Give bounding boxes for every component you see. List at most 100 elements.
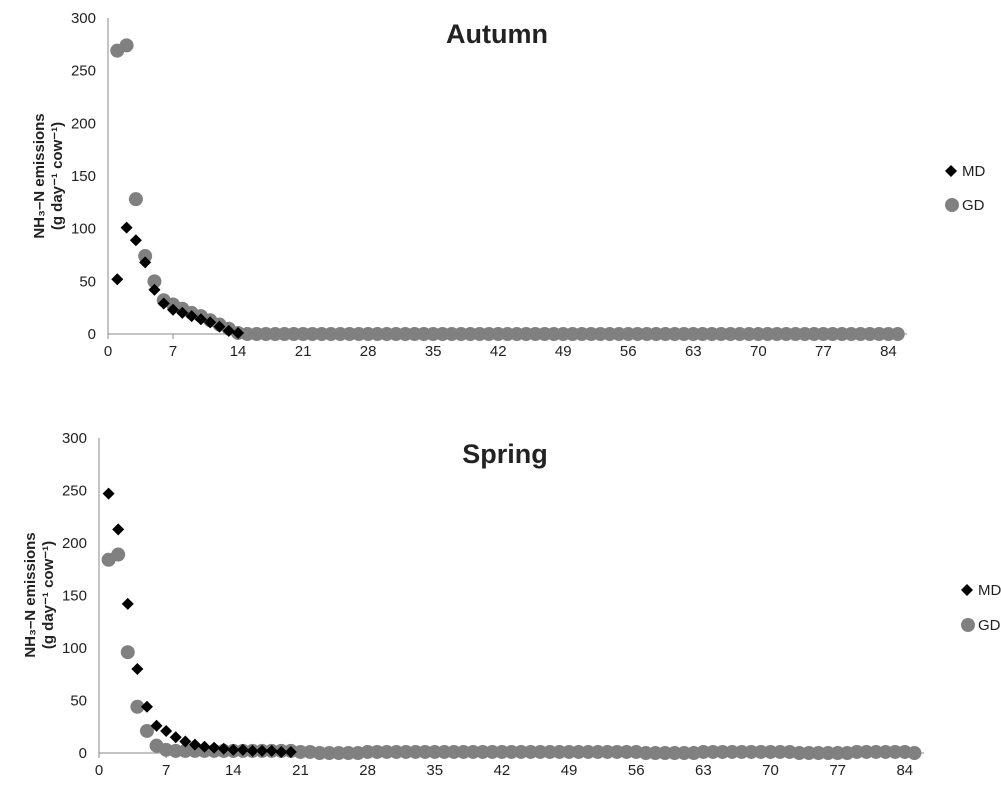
gd-data-point xyxy=(657,746,672,760)
gd-data-point xyxy=(514,744,529,759)
legend-label: GD xyxy=(978,617,1001,634)
gd-data-point xyxy=(859,744,874,759)
md-data-point xyxy=(194,313,207,326)
gd-data-point xyxy=(322,746,337,760)
x-tick-label: 28 xyxy=(360,343,377,360)
gd-data-point xyxy=(408,744,423,759)
gd-data-point xyxy=(830,746,845,760)
y-tick-label: 300 xyxy=(62,430,87,447)
y-axis-label-line1: NH₃–N emissions xyxy=(31,113,48,238)
md-data-point xyxy=(265,744,278,757)
gd-data-point xyxy=(821,746,836,760)
gd-data-point xyxy=(437,744,452,759)
x-tick-label: 28 xyxy=(359,762,376,779)
md-data-point xyxy=(112,523,125,536)
gd-data-point xyxy=(792,746,807,760)
x-tick-label: 14 xyxy=(225,762,242,779)
y-axis-label-line1: NH₃–N emissions xyxy=(22,532,39,657)
md-data-point xyxy=(204,316,217,329)
x-tick-label: 63 xyxy=(695,762,712,779)
series-gd-points xyxy=(110,38,905,341)
x-axis: 0 7 14 21 28 35 42 49 56 63 70 77 84 xyxy=(104,333,907,360)
gd-data-point xyxy=(590,744,605,759)
gd-data-point xyxy=(389,744,404,759)
gd-data-point xyxy=(763,744,778,759)
md-data-point xyxy=(120,221,133,234)
x-tick-label: 35 xyxy=(425,343,442,360)
x-tick-label: 21 xyxy=(295,343,312,360)
md-data-point xyxy=(160,724,173,737)
gd-data-point xyxy=(187,743,202,758)
chart-title: Spring xyxy=(462,439,548,469)
gd-data-point xyxy=(638,746,653,760)
circle-marker-icon xyxy=(961,618,975,632)
gd-data-point xyxy=(648,746,663,760)
x-tick-label: 84 xyxy=(896,762,913,779)
legend-label: MD xyxy=(978,582,1001,599)
gd-data-point xyxy=(552,744,567,759)
y-tick-label: 150 xyxy=(71,168,96,185)
legend: MD GD xyxy=(961,582,1001,634)
diamond-marker-icon xyxy=(961,584,973,596)
gd-data-point xyxy=(456,744,471,759)
gd-data-point xyxy=(600,744,615,759)
gd-data-point xyxy=(696,744,711,759)
gd-data-point xyxy=(571,744,586,759)
gd-data-point xyxy=(504,744,519,759)
md-data-point xyxy=(213,320,226,333)
gd-data-point xyxy=(111,547,126,562)
gd-data-point xyxy=(379,744,394,759)
md-data-point xyxy=(129,234,142,247)
gd-data-point xyxy=(581,744,596,759)
x-tick-label: 21 xyxy=(292,762,309,779)
gd-data-point xyxy=(494,744,509,759)
md-data-point xyxy=(232,326,245,339)
md-data-point xyxy=(150,719,163,732)
x-tick-label: 49 xyxy=(561,762,578,779)
gd-data-point xyxy=(293,744,308,759)
legend-label: MD xyxy=(962,163,985,180)
gd-data-point xyxy=(128,192,143,207)
md-data-point xyxy=(217,742,230,755)
gd-data-point xyxy=(130,699,145,714)
gd-data-point xyxy=(523,744,538,759)
gd-data-point xyxy=(331,746,346,760)
md-data-point xyxy=(185,310,198,323)
x-tick-labels: 0 7 14 21 28 35 42 49 56 63 70 77 84 xyxy=(104,334,897,360)
md-data-point xyxy=(188,738,201,751)
md-data-point xyxy=(176,306,189,319)
y-tick-labels: 0 50 100 150 200 250 300 xyxy=(62,430,87,762)
y-axis: 0 50 100 150 200 250 300 xyxy=(71,10,109,343)
y-tick-label: 100 xyxy=(71,221,96,238)
x-tick-label: 84 xyxy=(880,343,897,360)
y-tick-label: 50 xyxy=(70,693,87,710)
x-tick-label: 77 xyxy=(829,762,846,779)
gd-data-point xyxy=(466,744,481,759)
gd-data-point xyxy=(753,744,768,759)
x-tick-label: 42 xyxy=(494,762,511,779)
gd-data-point xyxy=(610,744,625,759)
md-data-point xyxy=(157,297,170,310)
series-gd-points xyxy=(101,547,922,760)
md-data-point xyxy=(179,735,192,748)
series-md-points xyxy=(111,221,245,339)
gd-data-point xyxy=(138,249,153,264)
x-tick-label: 0 xyxy=(104,343,112,360)
gd-data-point xyxy=(418,744,433,759)
gd-data-point xyxy=(119,38,134,53)
gd-data-point xyxy=(542,744,557,759)
gd-data-point xyxy=(734,744,749,759)
x-tick-label: 7 xyxy=(169,343,177,360)
md-data-point xyxy=(246,744,259,757)
gd-data-point xyxy=(370,744,385,759)
md-data-point xyxy=(227,743,240,756)
gd-data-point xyxy=(619,744,634,759)
legend-label: GD xyxy=(962,197,985,214)
gd-data-point xyxy=(869,744,884,759)
gd-data-point xyxy=(485,744,500,759)
y-tick-label: 200 xyxy=(71,115,96,132)
y-axis-label-line2: (g day⁻¹ cow⁻¹) xyxy=(40,541,57,649)
gd-data-point xyxy=(446,744,461,759)
chart-spring: Spring NH₃–N emissions (g day⁻¹ cow⁻¹) 0… xyxy=(22,430,1001,779)
